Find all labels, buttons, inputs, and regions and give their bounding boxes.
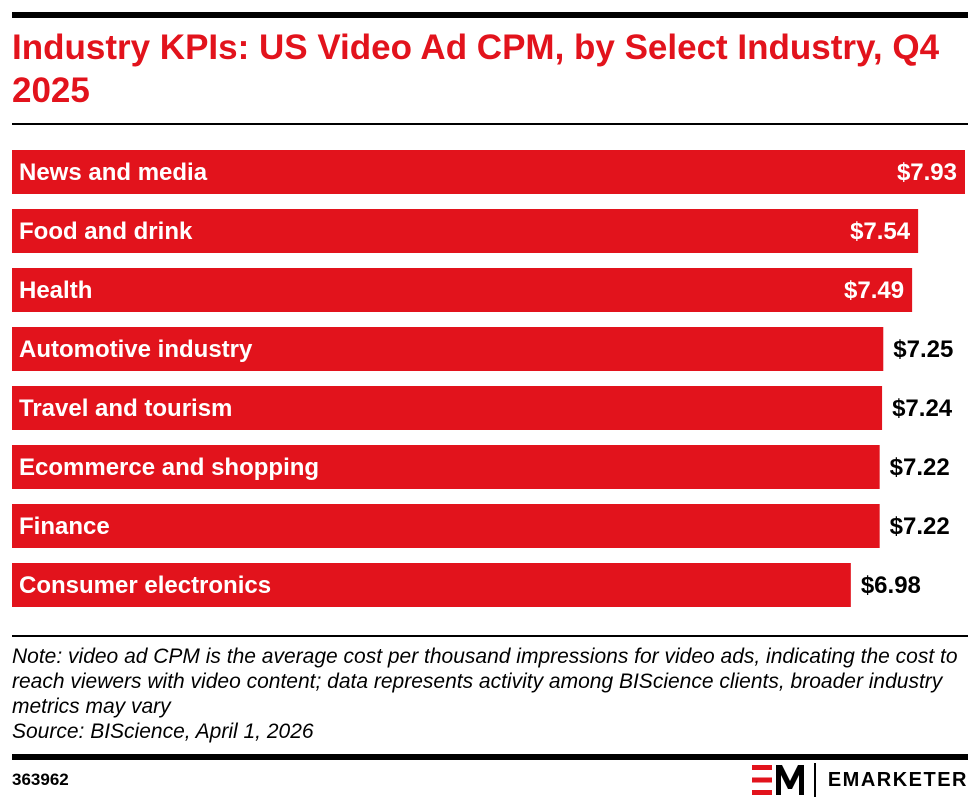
category-label-ecommerce-and-shopping: Ecommerce and shopping — [19, 454, 319, 481]
value-label-travel-and-tourism: $7.24 — [892, 395, 953, 422]
bar-consumer-electronics — [12, 563, 851, 607]
category-label-health: Health — [19, 277, 92, 304]
category-label-consumer-electronics: Consumer electronics — [19, 572, 271, 599]
value-label-automotive-industry: $7.25 — [893, 336, 953, 363]
em-logo-icon — [751, 765, 804, 795]
value-label-food-and-drink: $7.54 — [850, 218, 911, 245]
value-label-finance: $7.22 — [890, 513, 950, 540]
category-label-food-and-drink: Food and drink — [19, 218, 193, 245]
source-text: Source: BIScience, April 1, 2026 — [12, 720, 314, 743]
bar-automotive-industry — [12, 327, 884, 371]
title-rule — [12, 123, 968, 125]
category-label-travel-and-tourism: Travel and tourism — [19, 395, 232, 422]
bar-news-and-media — [12, 150, 965, 194]
bar-chart: News and media $7.93 Food and drink $7.54 He… — [12, 150, 965, 607]
bar-health — [12, 268, 913, 312]
bottom-rule — [12, 754, 968, 760]
category-label-finance: Finance — [19, 513, 110, 540]
note-text: Note: video ad CPM is the average cost p… — [12, 645, 958, 718]
bar-travel-and-tourism — [12, 386, 883, 430]
brand-name: EMARKETER — [827, 768, 968, 791]
bar-finance — [12, 504, 880, 548]
brand-separator — [813, 763, 816, 797]
brand-logo: EMARKETER — [751, 762, 968, 798]
top-rule — [12, 12, 968, 18]
bar-ecommerce-and-shopping — [12, 445, 880, 489]
chart-note: Note: video ad CPM is the average cost p… — [12, 644, 962, 744]
value-label-news-and-media: $7.93 — [897, 159, 957, 186]
chart-title: Industry KPIs: US Video Ad CPM, by Selec… — [12, 28, 940, 110]
note-rule — [12, 635, 968, 637]
chart-id: 363962 — [12, 770, 69, 789]
category-label-news-and-media: News and media — [19, 159, 208, 186]
value-label-consumer-electronics: $6.98 — [861, 572, 921, 599]
bar-food-and-drink — [12, 209, 919, 253]
value-label-ecommerce-and-shopping: $7.22 — [890, 454, 950, 481]
category-label-automotive-industry: Automotive industry — [19, 336, 253, 363]
value-label-health: $7.49 — [844, 277, 904, 304]
